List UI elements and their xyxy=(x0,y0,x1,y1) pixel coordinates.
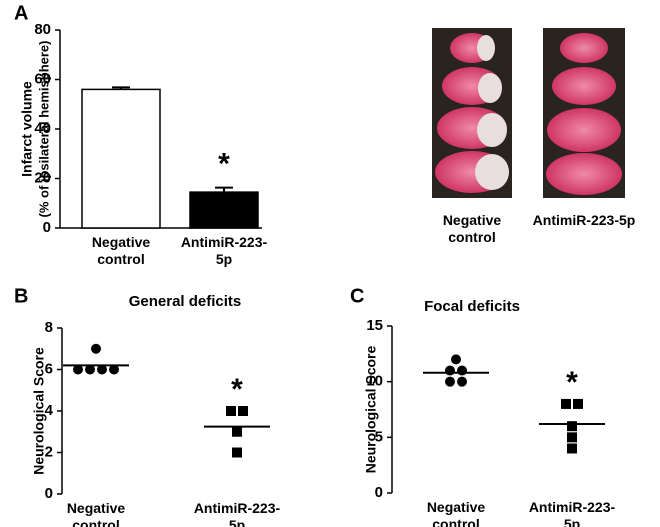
data-point xyxy=(445,365,455,376)
y-axis-label: (% of ipsilateral hemisphere) xyxy=(36,41,51,218)
x-tick-label: Negative control xyxy=(66,500,126,527)
panel-label: A xyxy=(14,2,28,24)
chart-title: General deficits xyxy=(129,293,242,310)
brain-slice xyxy=(546,153,622,195)
y-tick-label: 0 xyxy=(45,485,53,502)
y-axis-label: Neurological Score xyxy=(363,345,379,473)
data-point xyxy=(226,406,236,416)
y-tick-label: 4 xyxy=(45,402,54,419)
y-tick-label: 2 xyxy=(45,443,53,460)
y-tick-label: 0 xyxy=(43,219,51,236)
y-tick-label: 15 xyxy=(366,317,383,334)
infarct xyxy=(477,113,507,147)
infarct xyxy=(475,154,509,190)
data-point xyxy=(567,443,577,454)
y-tick-label: 40 xyxy=(34,120,51,137)
data-point xyxy=(232,426,242,437)
y-axis-label: Neurological Score xyxy=(31,347,47,475)
image-label: Negative control xyxy=(442,212,502,245)
y-tick-label: 5 xyxy=(375,428,383,445)
y-axis-label: Infarct volume xyxy=(19,81,35,177)
data-point xyxy=(238,406,248,416)
y-tick-label: 8 xyxy=(45,319,53,336)
x-tick-label: AntimiR-223-5p xyxy=(180,234,268,267)
x-tick-label: Negative control xyxy=(426,499,486,527)
x-tick-label: Negative control xyxy=(91,234,151,267)
data-point xyxy=(573,398,583,409)
bar xyxy=(81,88,161,229)
data-point xyxy=(91,343,101,354)
brain-slice xyxy=(547,108,621,152)
infarct xyxy=(478,73,502,103)
data-point xyxy=(457,365,467,376)
data-point xyxy=(85,364,95,375)
infarct xyxy=(477,35,495,61)
data-point xyxy=(232,447,242,458)
brain-images xyxy=(432,28,625,198)
data-point xyxy=(561,398,571,409)
x-tick-label: AntimiR-223-5p xyxy=(528,499,616,527)
bar xyxy=(189,191,259,229)
data-point xyxy=(567,432,577,443)
y-tick-label: 20 xyxy=(34,169,51,186)
y-tick-label: 60 xyxy=(34,70,51,87)
data-point xyxy=(457,376,467,387)
significance-mark: * xyxy=(566,366,578,399)
data-point xyxy=(109,364,119,375)
brain-slice xyxy=(560,33,608,63)
data-point xyxy=(73,364,83,375)
y-tick-label: 0 xyxy=(375,484,383,501)
image-label: AntimiR-223-5p xyxy=(532,212,636,228)
significance-mark: * xyxy=(231,373,243,406)
significance-mark: * xyxy=(218,148,230,181)
panel-label: C xyxy=(350,285,364,307)
data-point xyxy=(567,421,577,432)
panel-label: B xyxy=(14,285,28,307)
data-point xyxy=(97,364,107,375)
y-tick-label: 80 xyxy=(34,21,51,38)
data-point xyxy=(445,376,455,387)
brain-slice xyxy=(552,67,616,105)
data-point xyxy=(451,354,461,365)
chart-title: Focal deficits xyxy=(424,298,520,315)
x-tick-label: AntimiR-223-5p xyxy=(193,500,281,527)
y-tick-label: 10 xyxy=(366,373,383,390)
y-tick-label: 6 xyxy=(45,360,53,377)
